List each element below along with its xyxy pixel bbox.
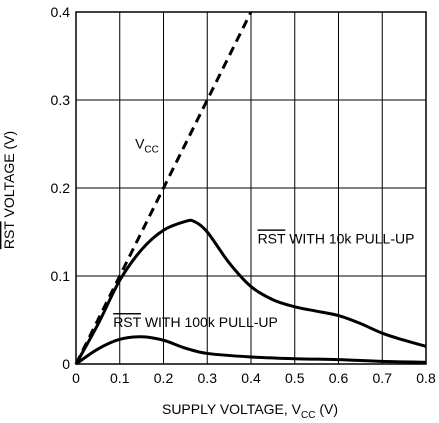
y-tick-label: 0: [62, 356, 70, 372]
x-tick-label: 0.1: [110, 370, 130, 386]
annotation-rst-with-100k-pull-up: RST WITH 100k PULL-UP: [113, 314, 278, 330]
series-line-rst-with-100k-pull-up: [75, 335, 427, 366]
annotation-subscript: CC: [144, 144, 158, 155]
annotation-rst-with-10k-pull-up: RST WITH 10k PULL-UP: [258, 230, 415, 246]
x-tick-label: 0.2: [154, 370, 174, 386]
x-axis-label-main: SUPPLY VOLTAGE, V: [162, 401, 302, 417]
y-tick-label: 0.4: [51, 4, 71, 20]
series-line-rst-with-10k-pull-up: [74, 218, 427, 365]
annotation-text: V: [135, 135, 145, 151]
x-tick-label: 0.7: [373, 370, 393, 386]
annotation-vcc: VCC: [135, 135, 159, 155]
y-tick-label: 0.3: [51, 92, 71, 108]
x-tick-label: 0.8: [416, 370, 436, 386]
x-axis-label-sub: CC: [301, 410, 315, 421]
y-axis-label-overbar: RST: [1, 221, 17, 249]
x-tick-labels: 0 0.1 0.2 0.3 0.4 0.5 0.6 0.7 0.8: [72, 370, 436, 386]
x-tick-label: 0.3: [198, 370, 218, 386]
series-lines: [74, 11, 427, 366]
x-tick-label: 0.6: [329, 370, 349, 386]
annotation-overbar: RST: [258, 230, 286, 246]
y-axis-label: RST VOLTAGE (V): [1, 131, 17, 249]
y-tick-label: 0.1: [51, 268, 71, 284]
series-line-vcc: [74, 11, 253, 365]
y-tick-labels: 0 0.1 0.2 0.3 0.4: [51, 4, 71, 372]
x-axis-label-tail: (V): [315, 401, 338, 417]
y-axis-label-rest: VOLTAGE (V): [1, 131, 17, 222]
annotation-text: WITH 100k PULL-UP: [141, 314, 278, 330]
annotation-text: WITH 10k PULL-UP: [285, 230, 414, 246]
x-axis-label: SUPPLY VOLTAGE, VCC (V): [162, 401, 338, 421]
x-tick-label: 0.4: [241, 370, 261, 386]
annotation-overbar: RST: [113, 314, 141, 330]
y-tick-label: 0.2: [51, 180, 71, 196]
x-tick-label: 0: [72, 370, 80, 386]
plot-frame: [75, 11, 427, 365]
x-tick-label: 0.5: [285, 370, 305, 386]
grid: [76, 12, 426, 364]
